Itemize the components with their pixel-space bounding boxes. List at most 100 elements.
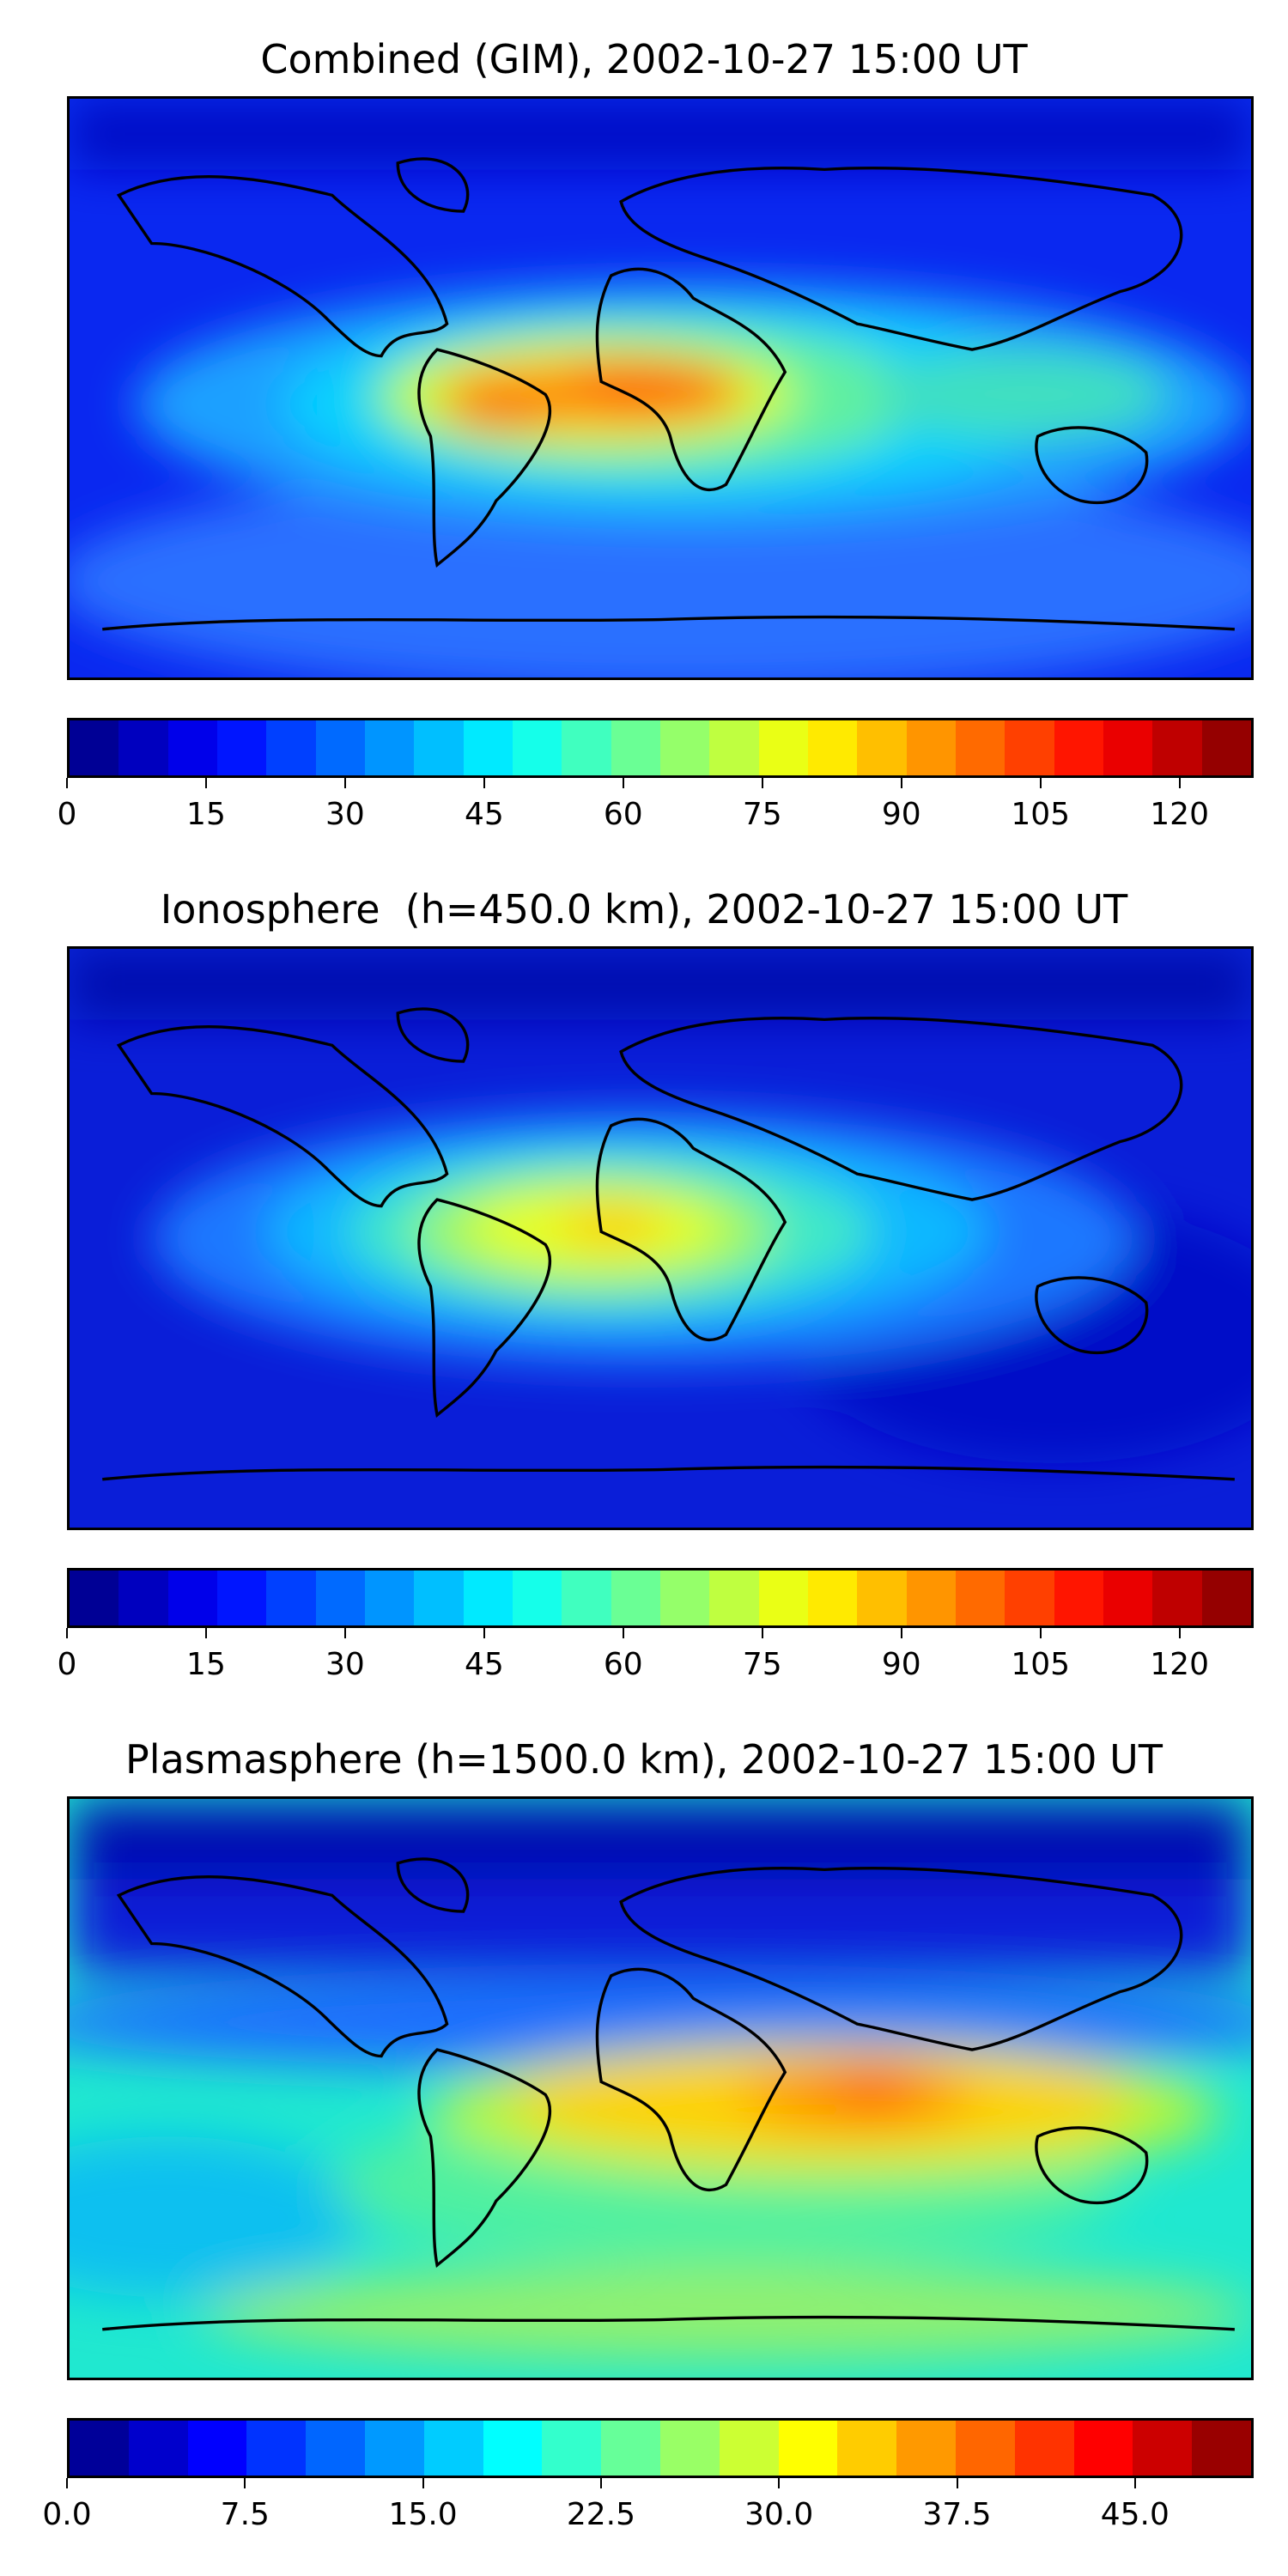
colorbar-ticks-plasmasphere: 0.0 7.5 15.0 22.5 30.0 37.5 45.0 — [42, 2478, 1254, 2532]
colorbar-level — [266, 1571, 316, 1625]
colorbar-tick-mark — [900, 1628, 902, 1638]
colorbar-tick-mark — [343, 1628, 346, 1638]
colorbar-level — [955, 720, 1005, 775]
colorbar-level — [423, 2421, 483, 2476]
colorbar-level — [167, 720, 217, 775]
coastlines-ionosphere — [102, 1007, 1235, 1481]
colorbar-level — [364, 1571, 415, 1625]
colorbar-tick-mark — [66, 778, 68, 788]
colorbar-level — [483, 2421, 543, 2476]
colorbar-level — [807, 1571, 858, 1625]
colorbar-level — [906, 720, 956, 775]
colorbar-ticks-ionosphere: 0 15 30 45 60 75 90 105 120 — [58, 1628, 1254, 1682]
colorbar-tick-label: 60 — [603, 797, 643, 832]
colorbar-tick-mark — [343, 778, 346, 788]
colorbar-level — [118, 720, 168, 775]
colorbar-tick-label: 45 — [464, 797, 504, 832]
colorbar-level — [1152, 1571, 1202, 1625]
colorbar-tick-mark — [66, 1628, 68, 1638]
tec-field-ionosphere — [70, 949, 1251, 1528]
colorbar-level — [719, 2421, 779, 2476]
colorbar-level — [512, 720, 562, 775]
colorbar-tick-mark — [956, 2478, 958, 2488]
colorbar-level — [70, 1571, 119, 1625]
colorbar-level — [955, 2421, 1015, 2476]
colorbar-tick-mark — [204, 778, 207, 788]
colorbar-tick-mark — [761, 778, 763, 788]
colorbar-tick-label: 0 — [57, 1647, 77, 1682]
colorbar-tick-label: 30 — [325, 1647, 365, 1682]
colorbar-tick-label: 7.5 — [220, 2497, 270, 2532]
tec-map-plasmasphere — [67, 1796, 1254, 2380]
colorbar-level — [70, 2421, 129, 2476]
colorbar-tick-mark — [1178, 1628, 1181, 1638]
colorbar-tick-label: 0 — [57, 797, 77, 832]
colorbar-tick-mark — [1178, 778, 1181, 788]
colorbar-tick-label: 120 — [1150, 797, 1209, 832]
tec-field-combined — [70, 99, 1251, 677]
chart-title-combined: Combined (GIM), 2002-10-27 15:00 UT — [260, 36, 1028, 82]
colorbar-tick-label: 0.0 — [42, 2497, 92, 2532]
colorbar-tick-label: 60 — [603, 1647, 643, 1682]
colorbar-tick-label: 22.5 — [566, 2497, 635, 2532]
colorbar-level — [266, 720, 316, 775]
colorbar-tick-mark — [778, 2478, 781, 2488]
colorbar-level — [955, 1571, 1005, 1625]
colorbar-level — [837, 2421, 897, 2476]
colorbar-level — [118, 1571, 168, 1625]
colorbar-level — [758, 720, 808, 775]
colorbar-level — [1054, 1571, 1103, 1625]
colorbar-tick-mark — [622, 778, 624, 788]
colorbar-level — [709, 1571, 759, 1625]
colorbar-level — [1005, 720, 1054, 775]
colorbar-level — [807, 720, 858, 775]
colorbar-tick-label: 90 — [881, 1647, 921, 1682]
colorbar-tick-mark — [244, 2478, 246, 2488]
colorbar-level — [857, 720, 907, 775]
colorbar-level — [315, 1571, 365, 1625]
colorbar-tick-label: 75 — [742, 1647, 782, 1682]
colorbar-level — [896, 2421, 956, 2476]
colorbar-tick-mark — [204, 1628, 207, 1638]
colorbar-level — [315, 720, 365, 775]
colorbar-level — [306, 2421, 365, 2476]
colorbar-level — [659, 2421, 720, 2476]
colorbar-tick-label: 37.5 — [922, 2497, 992, 2532]
colorbar-plasmasphere — [67, 2418, 1254, 2478]
tec-map-ionosphere — [67, 946, 1254, 1530]
colorbar-level — [857, 1571, 907, 1625]
colorbar-level — [1103, 720, 1153, 775]
colorbar-level — [364, 720, 415, 775]
colorbar-tick-label: 30 — [325, 797, 365, 832]
colorbar-level — [659, 720, 710, 775]
colorbar-tick-mark — [422, 2478, 424, 2488]
colorbar-tick-label: 15.0 — [388, 2497, 458, 2532]
colorbar-tick-label: 30.0 — [744, 2497, 814, 2532]
colorbar-tick-mark — [900, 778, 902, 788]
colorbar-tick-mark — [622, 1628, 624, 1638]
colorbar-tick-label: 90 — [881, 797, 921, 832]
colorbar-level — [562, 720, 611, 775]
tec-map-combined — [67, 96, 1254, 680]
colorbar-level — [246, 2421, 307, 2476]
colorbar-level — [562, 1571, 611, 1625]
colorbar-level — [364, 2421, 424, 2476]
coastlines-combined — [102, 157, 1235, 631]
coastlines-plasmasphere — [102, 1857, 1235, 2331]
colorbar-tick-label: 105 — [1011, 1647, 1071, 1682]
colorbar-level — [1054, 720, 1103, 775]
colorbar-level — [1152, 720, 1202, 775]
colorbar-level — [1103, 1571, 1153, 1625]
colorbar-tick-label: 75 — [742, 797, 782, 832]
colorbar-level — [463, 720, 513, 775]
colorbar-level — [128, 2421, 188, 2476]
colorbar-level — [758, 1571, 808, 1625]
colorbar-level — [709, 720, 759, 775]
colorbar-ticks-combined: 0 15 30 45 60 75 90 105 120 — [58, 778, 1254, 832]
colorbar-level — [1005, 1571, 1054, 1625]
colorbar-level — [542, 2421, 602, 2476]
colorbar-level — [414, 1571, 464, 1625]
colorbar-tick-label: 120 — [1150, 1647, 1209, 1682]
colorbar-level — [167, 1571, 217, 1625]
colorbar-level — [216, 1571, 267, 1625]
